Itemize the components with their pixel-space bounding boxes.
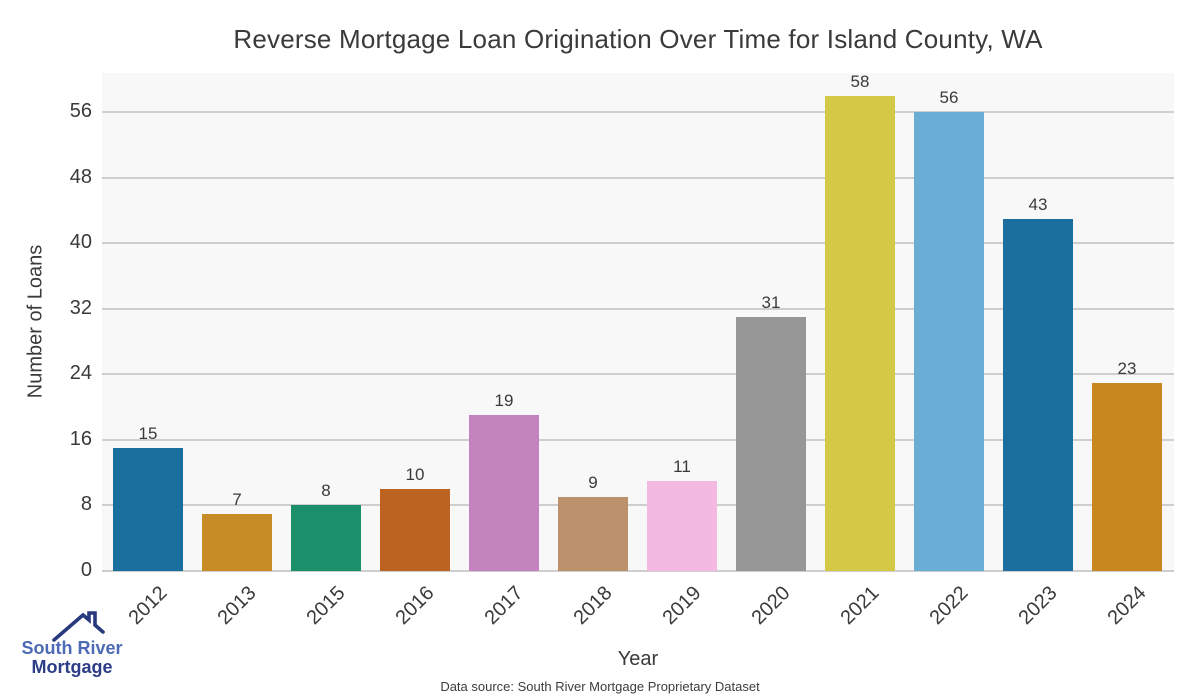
bar-value-label: 19 xyxy=(494,391,514,411)
gridline xyxy=(102,242,1174,245)
bar-value-label: 56 xyxy=(939,88,959,108)
x-tick-label: 2015 xyxy=(302,582,350,630)
x-tick-label: 2020 xyxy=(747,582,795,630)
bar-2013 xyxy=(202,513,272,571)
y-tick-label: 16 xyxy=(69,427,92,450)
y-tick-label: 40 xyxy=(69,231,92,254)
gridline xyxy=(102,373,1174,376)
bar-value-label: 11 xyxy=(673,456,691,476)
x-tick-label: 2024 xyxy=(1103,582,1151,630)
y-tick-label: 48 xyxy=(69,165,92,188)
bar-value-label: 9 xyxy=(588,473,598,493)
y-tick-label: 56 xyxy=(69,100,92,123)
bar-2016 xyxy=(380,489,450,571)
data-source-note: Data source: South River Mortgage Propri… xyxy=(440,679,760,694)
x-tick-label: 2016 xyxy=(391,582,439,630)
bar-value-label: 7 xyxy=(232,489,242,509)
logo: South River Mortgage xyxy=(16,609,128,677)
y-tick-label: 8 xyxy=(80,493,92,516)
y-tick-label: 24 xyxy=(69,362,92,385)
gridline xyxy=(102,307,1174,310)
gridline xyxy=(102,504,1174,507)
x-tick-label: 2019 xyxy=(658,582,706,630)
bar-value-label: 15 xyxy=(138,424,158,444)
chart-title: Reverse Mortgage Loan Origination Over T… xyxy=(233,24,1043,54)
bar-2017 xyxy=(469,415,539,571)
bar-value-label: 10 xyxy=(405,465,425,485)
bar-2021 xyxy=(825,95,895,571)
house-roof-icon xyxy=(52,611,105,642)
bar-2022 xyxy=(914,112,984,571)
bar-2015 xyxy=(291,505,361,571)
bar-value-label: 23 xyxy=(1117,358,1137,378)
gridline xyxy=(102,438,1174,441)
gridline xyxy=(102,570,1174,572)
x-tick-label: 2022 xyxy=(925,582,973,630)
y-tick-label: 0 xyxy=(80,559,92,581)
bar-2024 xyxy=(1092,382,1162,571)
bar-value-label: 43 xyxy=(1028,194,1048,214)
bar-2012 xyxy=(113,448,183,571)
gridline xyxy=(102,176,1174,179)
x-axis-title: Year xyxy=(617,648,659,670)
plot-area: 15 7 8 10 19 9 11 31 58 56 43 23 xyxy=(102,71,1174,572)
gridline xyxy=(102,111,1174,114)
bar-value-label: 8 xyxy=(321,481,331,501)
logo-text-line1: South River xyxy=(21,638,123,658)
y-tick-label: 32 xyxy=(69,296,92,319)
logo-text-line2: Mortgage xyxy=(31,656,113,677)
bar-value-label: 58 xyxy=(850,71,870,91)
bar-2019 xyxy=(647,480,717,571)
x-tick-label: 2021 xyxy=(836,582,884,630)
x-tick-label: 2013 xyxy=(213,582,261,630)
x-tick-label: 2017 xyxy=(480,582,528,630)
x-tick-label: 2023 xyxy=(1014,582,1062,630)
bar-2018 xyxy=(558,497,628,571)
bar-2020 xyxy=(736,317,806,571)
bar-2023 xyxy=(1003,218,1073,571)
x-tick-label: 2018 xyxy=(569,582,617,630)
bar-value-label: 31 xyxy=(761,293,781,313)
